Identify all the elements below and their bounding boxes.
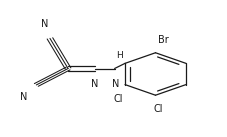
Text: N: N: [41, 19, 48, 29]
Text: N: N: [20, 92, 27, 102]
Text: Cl: Cl: [114, 93, 123, 103]
Text: N: N: [112, 79, 119, 89]
Text: N: N: [91, 79, 98, 89]
Text: Cl: Cl: [153, 104, 163, 114]
Text: H: H: [116, 51, 123, 60]
Text: Br: Br: [158, 35, 168, 45]
